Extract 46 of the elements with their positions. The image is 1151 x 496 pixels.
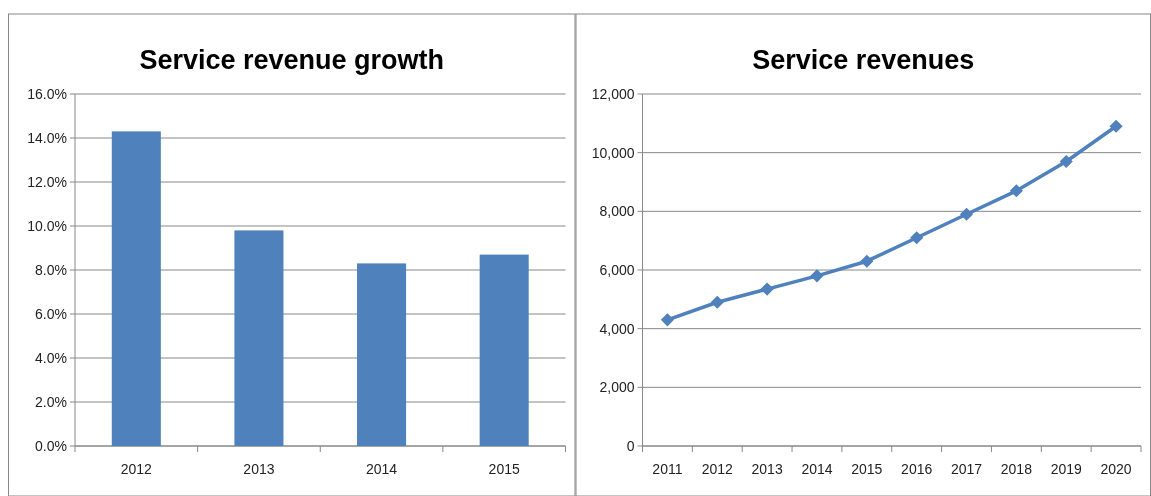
- y-tick-label: 4,000: [599, 320, 635, 337]
- x-tick-label: 2018: [1000, 461, 1033, 477]
- chart-title: Service revenues: [752, 45, 975, 75]
- x-tick-label: 2013: [243, 461, 275, 477]
- y-tick-label: 12.0%: [27, 173, 67, 190]
- point: [1109, 119, 1123, 133]
- x-tick-label: 2015: [851, 461, 883, 477]
- x-tick-label: 2017: [950, 461, 983, 477]
- y-tick-label: 6,000: [599, 261, 635, 278]
- bar: [234, 230, 284, 446]
- point: [710, 295, 724, 309]
- bar: [111, 131, 161, 446]
- y-tick-label: 16.0%: [27, 85, 67, 102]
- point: [959, 207, 974, 221]
- point: [1009, 184, 1023, 198]
- point: [860, 254, 874, 268]
- y-tick-label: 6.0%: [35, 305, 67, 322]
- y-tick-label: 10.0%: [27, 217, 67, 234]
- point: [1059, 154, 1073, 169]
- x-tick-label: 2011: [652, 461, 683, 477]
- y-tick-label: 2,000: [599, 379, 635, 396]
- point: [810, 269, 824, 283]
- x-tick-label: 2019: [1050, 461, 1083, 477]
- x-tick-label: 2020: [1100, 461, 1132, 477]
- y-tick-label: 0: [626, 437, 635, 454]
- x-tick-label: 2012: [120, 461, 153, 477]
- point: [760, 282, 774, 296]
- y-tick-label: 0.0%: [35, 437, 67, 454]
- x-tick-label: 2016: [901, 461, 933, 477]
- bar: [357, 263, 407, 446]
- x-tick-label: 2015: [488, 461, 520, 477]
- chart-title: Service revenue growth: [139, 45, 445, 75]
- bar: [479, 254, 529, 446]
- point: [910, 231, 924, 245]
- y-tick-label: 12,000: [591, 85, 635, 102]
- y-tick-label: 14.0%: [27, 129, 67, 146]
- x-tick-label: 2014: [365, 461, 398, 477]
- y-tick-label: 4.0%: [35, 349, 67, 366]
- x-tick-label: 2013: [751, 461, 783, 477]
- y-tick-label: 8.0%: [35, 261, 67, 278]
- x-tick-label: 2014: [801, 461, 833, 477]
- y-tick-label: 10,000: [591, 144, 635, 161]
- y-tick-label: 8,000: [599, 203, 635, 220]
- point: [660, 313, 674, 327]
- y-tick-label: 2.0%: [35, 393, 67, 410]
- x-tick-label: 2012: [701, 461, 734, 477]
